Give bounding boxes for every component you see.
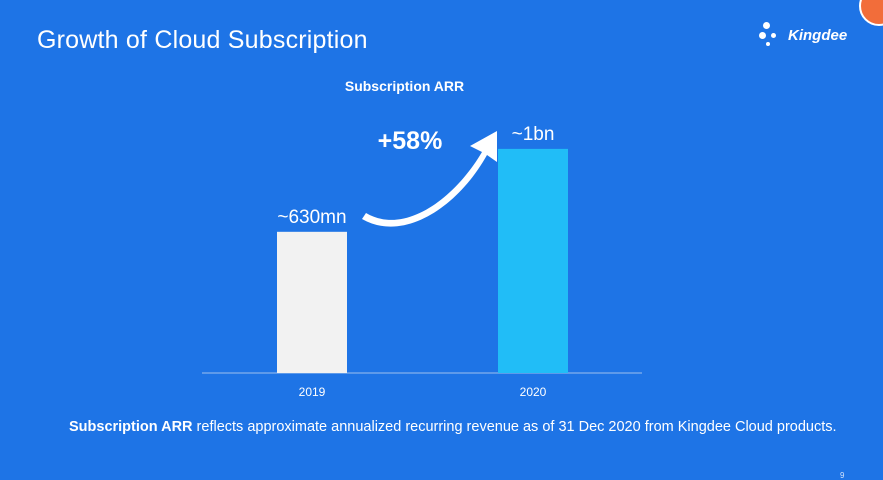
logo-text: Kingdee xyxy=(788,26,848,44)
growth-annotation: +58% xyxy=(378,127,443,155)
x-tick-label-2020: 2020 xyxy=(520,385,547,399)
bar-2020 xyxy=(498,148,568,373)
bar-2019 xyxy=(277,231,347,373)
kingdee-dots-logo-icon xyxy=(759,20,783,50)
x-tick-label-2019: 2019 xyxy=(299,385,326,399)
slide-title: Growth of Cloud Subscription xyxy=(37,26,368,54)
data-label-2020: ~1bn xyxy=(512,124,555,145)
page-number: 9 xyxy=(840,471,845,480)
footnote-text: reflects approximate annualized recurrin… xyxy=(192,419,837,435)
footnote-term: Subscription ARR xyxy=(69,419,193,435)
kingdee-logo: Kingdee xyxy=(759,18,847,52)
growth-arrow-icon xyxy=(362,131,497,227)
footnote: Subscription ARR reflects approximate an… xyxy=(69,418,849,437)
data-label-2019: ~630mn xyxy=(277,207,346,228)
chart-title: Subscription ARR xyxy=(344,78,465,94)
